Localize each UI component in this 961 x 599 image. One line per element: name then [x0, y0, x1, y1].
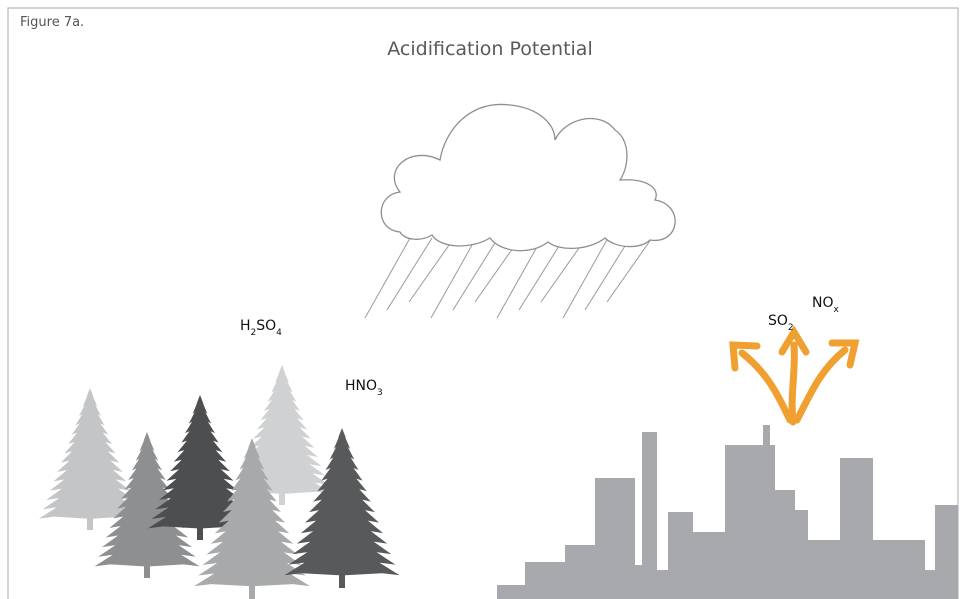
building [840, 458, 873, 599]
arrow-shaft [738, 349, 794, 424]
rain-streak [452, 237, 499, 311]
formula-part: HNO [345, 378, 377, 394]
forest [38, 365, 400, 599]
rain-streak [540, 237, 587, 303]
rain-streak [518, 237, 565, 311]
tree [38, 388, 142, 530]
nitric-acid: HNO3 [345, 378, 383, 398]
tree [194, 438, 310, 599]
rain-streak [364, 237, 411, 319]
arrow-shaft [793, 346, 849, 424]
rain-streak [386, 237, 433, 311]
sulfuric-acid: H2SO4 [240, 318, 282, 338]
rain-streak [496, 237, 543, 319]
building [657, 570, 668, 599]
building [668, 512, 693, 599]
sulfur-dioxide: SO2 [768, 313, 794, 333]
subscript: 2 [788, 323, 794, 333]
arrow-head [778, 325, 810, 356]
nitrogen-oxides: NOx [812, 295, 840, 315]
building [497, 585, 525, 599]
title: Acidification Potential [387, 38, 592, 60]
building [565, 545, 595, 599]
building [808, 540, 840, 599]
tree [284, 428, 400, 588]
cloud [380, 103, 676, 252]
rain-streak [584, 237, 631, 311]
building [595, 478, 635, 599]
building [935, 505, 958, 599]
rain-streak [606, 237, 653, 303]
formula-part: H [240, 318, 251, 334]
building [873, 540, 925, 599]
emission-arrows [729, 325, 860, 426]
building [525, 562, 565, 599]
figure-label: Figure 7a. [20, 15, 84, 30]
building [795, 510, 808, 599]
tree [94, 432, 200, 578]
subscript: 4 [276, 328, 282, 338]
rain-streak [408, 237, 455, 303]
formula-part: SO [768, 313, 788, 329]
building [642, 432, 657, 599]
rain [364, 237, 653, 319]
formula-part: SO [256, 318, 276, 334]
tree [147, 395, 253, 540]
rain-streak [562, 237, 609, 319]
frame [7, 7, 959, 599]
subscript: 2 [251, 328, 257, 338]
arrow-head [729, 341, 761, 372]
building [775, 490, 795, 599]
arrow-shaft [788, 341, 798, 426]
subscript: x [834, 305, 840, 315]
building [635, 565, 642, 599]
building [763, 425, 770, 599]
rain-streak [430, 237, 477, 319]
city-skyline [497, 425, 958, 599]
formula-part: NO [812, 295, 834, 311]
building [693, 532, 725, 599]
building [925, 570, 935, 599]
arrow-head [828, 339, 860, 369]
subscript: 3 [377, 388, 383, 398]
